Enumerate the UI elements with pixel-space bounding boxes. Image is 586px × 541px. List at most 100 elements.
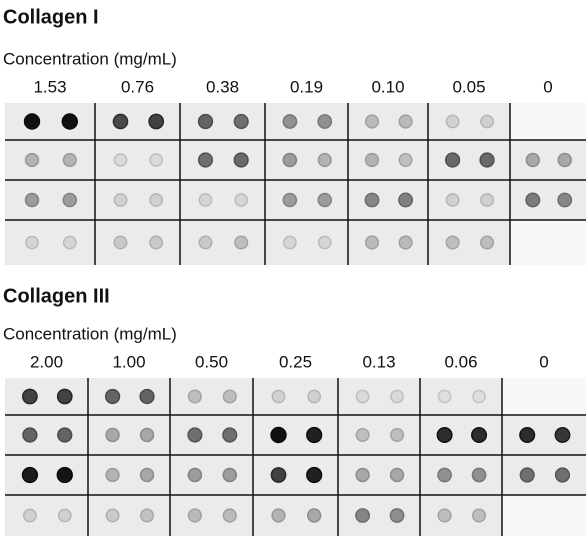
dot xyxy=(365,193,378,206)
blot-cell xyxy=(265,140,348,180)
dot xyxy=(356,509,369,522)
blot-cell xyxy=(5,455,88,495)
dot xyxy=(356,469,369,482)
dot xyxy=(307,428,322,443)
dot xyxy=(199,115,213,129)
dot xyxy=(480,153,494,167)
concentration-label: 0.76 xyxy=(121,77,154,96)
dot xyxy=(318,115,331,128)
dot xyxy=(106,509,118,521)
dot xyxy=(188,428,202,442)
blot-cell xyxy=(88,455,170,495)
axis-label: Concentration (mg/mL) xyxy=(3,49,177,68)
dot xyxy=(24,509,36,521)
dot xyxy=(141,469,154,482)
blot-cell xyxy=(95,220,180,265)
dot xyxy=(199,153,213,167)
dot xyxy=(558,154,571,167)
dot xyxy=(399,236,412,249)
dot xyxy=(438,509,451,522)
blot-cell xyxy=(180,180,265,220)
dot xyxy=(319,236,331,248)
blot-cell xyxy=(180,140,265,180)
dot xyxy=(520,468,534,482)
blot-cell xyxy=(170,415,253,455)
dot xyxy=(150,154,162,166)
blot-cell xyxy=(88,415,170,455)
blot-cell xyxy=(338,415,420,455)
dot xyxy=(473,390,485,402)
blot-cell xyxy=(348,180,428,220)
dot xyxy=(472,468,485,481)
concentration-label: 2.00 xyxy=(30,352,63,371)
dot xyxy=(272,509,285,522)
dot xyxy=(59,509,71,521)
panel-title: Collagen I xyxy=(3,6,99,28)
dot xyxy=(558,193,571,206)
blot-cell xyxy=(170,378,253,415)
dot xyxy=(141,429,154,442)
dot xyxy=(366,154,379,167)
blot-cell xyxy=(502,378,586,415)
dot xyxy=(64,236,76,248)
blot-cell xyxy=(95,140,180,180)
dot xyxy=(58,428,72,442)
concentration-label: 0.06 xyxy=(444,352,477,371)
concentration-label: 0.25 xyxy=(279,352,312,371)
blot-cell xyxy=(265,220,348,265)
blot-cell xyxy=(348,103,428,140)
blot-cell xyxy=(265,180,348,220)
dot xyxy=(446,153,460,167)
dot xyxy=(481,115,493,127)
dot xyxy=(189,509,202,522)
dot xyxy=(481,194,493,206)
dot xyxy=(188,468,201,481)
dot xyxy=(189,390,202,403)
dot xyxy=(391,390,403,402)
dot xyxy=(114,236,126,248)
dot xyxy=(271,428,286,443)
blot-cell xyxy=(5,378,88,415)
dot xyxy=(235,236,248,249)
dot xyxy=(234,153,248,167)
concentration-label: 0.10 xyxy=(371,77,404,96)
dot xyxy=(307,468,322,483)
blot-cell xyxy=(253,495,338,536)
dot xyxy=(473,509,486,522)
concentration-label: 0.13 xyxy=(362,352,395,371)
blot-cell xyxy=(5,220,95,265)
blot-cell xyxy=(253,378,338,415)
blot-cell xyxy=(420,455,502,495)
dot xyxy=(63,154,76,167)
concentration-label: 0 xyxy=(543,77,552,96)
concentration-label: 0.19 xyxy=(290,77,323,96)
dot xyxy=(114,154,126,166)
blot-cell xyxy=(253,455,338,495)
dot xyxy=(57,468,72,483)
dot xyxy=(150,194,162,206)
concentration-label: 0.38 xyxy=(206,77,239,96)
blot-cell xyxy=(5,103,95,140)
blot-cell xyxy=(510,220,586,265)
concentration-label: 0.50 xyxy=(195,352,228,371)
dot xyxy=(25,193,38,206)
figure: Collagen I Concentration (mg/mL) Collage… xyxy=(0,0,586,536)
dot xyxy=(272,390,284,402)
dot xyxy=(113,114,127,128)
blot-cell xyxy=(502,455,586,495)
dot xyxy=(223,509,236,522)
blot-cell xyxy=(5,140,95,180)
dot xyxy=(318,193,331,206)
dot xyxy=(140,390,154,404)
concentration-label: 1.53 xyxy=(33,77,66,96)
dot xyxy=(439,390,451,402)
blot-cell xyxy=(510,140,586,180)
dot xyxy=(199,194,211,206)
dot xyxy=(234,115,248,129)
blot-cell xyxy=(420,495,502,536)
blot-cell xyxy=(420,378,502,415)
dot xyxy=(26,236,38,248)
dot xyxy=(63,193,76,206)
dot xyxy=(283,193,296,206)
blot-cell xyxy=(428,140,510,180)
